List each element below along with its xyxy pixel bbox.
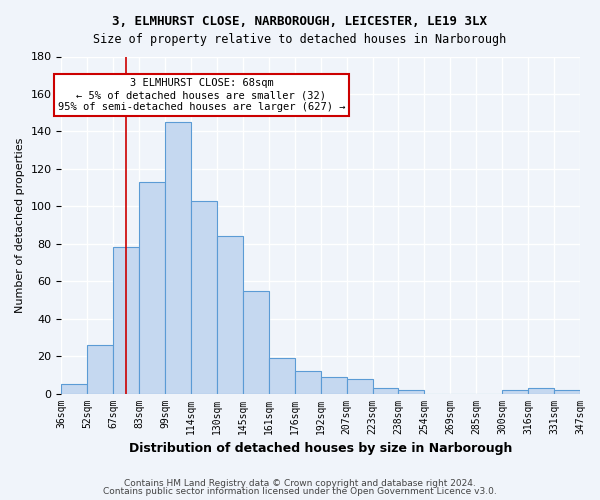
Bar bbox=[139, 182, 165, 394]
Bar bbox=[113, 248, 139, 394]
Text: Contains public sector information licensed under the Open Government Licence v3: Contains public sector information licen… bbox=[103, 487, 497, 496]
Bar bbox=[528, 388, 554, 394]
Bar bbox=[243, 290, 269, 394]
Bar bbox=[269, 358, 295, 394]
Bar bbox=[88, 345, 113, 394]
Bar bbox=[191, 200, 217, 394]
Bar bbox=[321, 376, 347, 394]
Bar bbox=[165, 122, 191, 394]
Bar bbox=[61, 384, 88, 394]
Bar bbox=[217, 236, 243, 394]
Bar bbox=[398, 390, 424, 394]
Y-axis label: Number of detached properties: Number of detached properties bbox=[15, 138, 25, 312]
Text: 3, ELMHURST CLOSE, NARBOROUGH, LEICESTER, LE19 3LX: 3, ELMHURST CLOSE, NARBOROUGH, LEICESTER… bbox=[113, 15, 487, 28]
Bar bbox=[373, 388, 398, 394]
Text: Contains HM Land Registry data © Crown copyright and database right 2024.: Contains HM Land Registry data © Crown c… bbox=[124, 478, 476, 488]
Bar bbox=[502, 390, 528, 394]
Bar bbox=[554, 390, 580, 394]
Bar bbox=[295, 371, 321, 394]
Text: Size of property relative to detached houses in Narborough: Size of property relative to detached ho… bbox=[94, 32, 506, 46]
Text: 3 ELMHURST CLOSE: 68sqm
← 5% of detached houses are smaller (32)
95% of semi-det: 3 ELMHURST CLOSE: 68sqm ← 5% of detached… bbox=[58, 78, 345, 112]
Bar bbox=[347, 378, 373, 394]
X-axis label: Distribution of detached houses by size in Narborough: Distribution of detached houses by size … bbox=[129, 442, 512, 455]
